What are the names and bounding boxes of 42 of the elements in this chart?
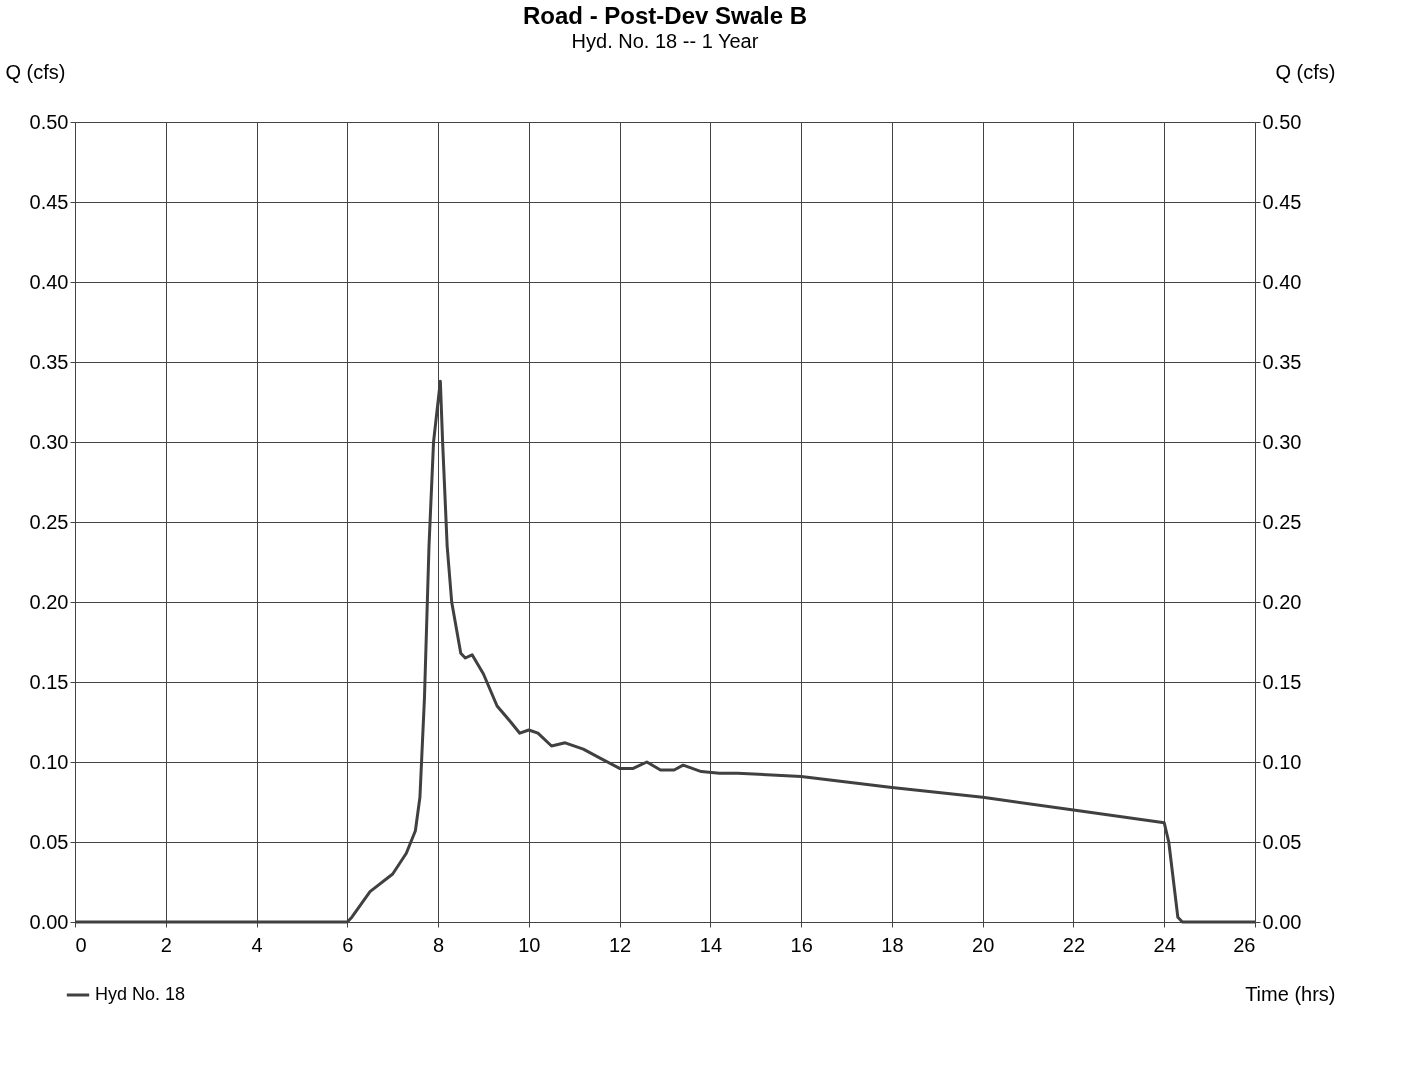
x-tick-label: 20 bbox=[972, 933, 995, 956]
x-tick-label: 14 bbox=[699, 933, 723, 956]
legend-label: Hyd No. 18 bbox=[95, 984, 186, 1004]
y2-tick-label: 0.15 bbox=[1262, 670, 1302, 693]
y2-tick-label: 0.00 bbox=[1262, 910, 1302, 933]
y-tick-label: 0.45 bbox=[29, 190, 69, 213]
x-tick-label: 22 bbox=[1062, 933, 1086, 956]
y-tick-label: 0.15 bbox=[29, 670, 69, 693]
x-axis-title: Time (hrs) bbox=[1245, 982, 1336, 1005]
x-tick-label: 26 bbox=[1233, 933, 1256, 956]
y2-tick-label: 0.20 bbox=[1262, 590, 1302, 613]
x-tick-label: 0 bbox=[75, 933, 87, 956]
x-tick-label: 18 bbox=[881, 933, 904, 956]
x-tick-label: 24 bbox=[1153, 933, 1176, 956]
y-tick-label: 0.10 bbox=[29, 750, 69, 773]
y-tick-label: 0.50 bbox=[29, 110, 69, 133]
y2-axis-title: Q (cfs) bbox=[1275, 60, 1336, 83]
y-tick-label: 0.40 bbox=[29, 270, 69, 293]
y2-tick-label: 0.40 bbox=[1262, 270, 1302, 293]
y-tick-label: 0.25 bbox=[29, 510, 69, 533]
y-tick-label: 0.05 bbox=[29, 830, 69, 853]
chart-subtitle: Hyd. No. 18 -- 1 Year bbox=[571, 30, 759, 52]
x-tick-label: 2 bbox=[160, 933, 172, 956]
chart-title: Road - Post-Dev Swale B bbox=[522, 2, 808, 29]
x-tick-label: 6 bbox=[342, 933, 354, 956]
y-tick-label: 0.30 bbox=[29, 430, 69, 453]
y-tick-label: 0.35 bbox=[29, 350, 69, 373]
x-tick-label: 16 bbox=[790, 933, 813, 956]
y2-tick-label: 0.35 bbox=[1262, 350, 1302, 373]
y-tick-label: 0.20 bbox=[29, 590, 69, 613]
y2-tick-label: 0.50 bbox=[1262, 110, 1302, 133]
y2-tick-label: 0.30 bbox=[1262, 430, 1302, 453]
y-tick-label: 0.00 bbox=[29, 910, 69, 933]
x-tick-label: 8 bbox=[433, 933, 445, 956]
x-tick-label: 12 bbox=[608, 933, 632, 956]
x-tick-label: 4 bbox=[251, 933, 263, 956]
x-tick-label: 10 bbox=[518, 933, 541, 956]
y2-tick-label: 0.05 bbox=[1262, 830, 1302, 853]
y-axis-title: Q (cfs) bbox=[5, 60, 66, 83]
y2-tick-label: 0.25 bbox=[1262, 510, 1302, 533]
y2-tick-label: 0.10 bbox=[1262, 750, 1302, 773]
y2-tick-label: 0.45 bbox=[1262, 190, 1302, 213]
